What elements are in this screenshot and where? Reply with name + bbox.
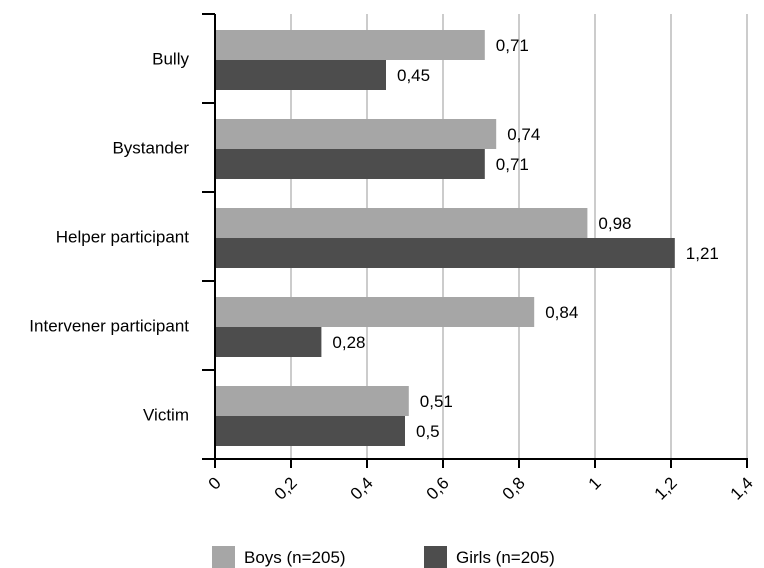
x-tick-label: 0,6 xyxy=(423,473,453,503)
category-label: Helper participant xyxy=(56,228,190,247)
bar xyxy=(215,30,485,60)
value-label: 0,71 xyxy=(496,36,529,55)
bar xyxy=(215,386,409,416)
bar xyxy=(215,327,322,357)
bars xyxy=(215,30,675,446)
axes xyxy=(202,13,748,468)
bar xyxy=(215,119,497,149)
category-label: Bystander xyxy=(112,139,189,158)
value-label: 0,51 xyxy=(420,392,453,411)
legend-swatch xyxy=(212,546,235,568)
legend-label: Boys (n=205) xyxy=(244,548,346,567)
value-label: 0,98 xyxy=(598,214,631,233)
value-label: 0,74 xyxy=(507,125,540,144)
bar xyxy=(215,208,588,238)
x-tick-label: 1,4 xyxy=(727,473,757,503)
bar xyxy=(215,297,535,327)
x-tick-label: 1,2 xyxy=(651,473,681,503)
legend-label: Girls (n=205) xyxy=(456,548,555,567)
category-label: Victim xyxy=(143,406,189,425)
legend: Boys (n=205) Girls (n=205) xyxy=(212,546,555,568)
x-tick-label: 0 xyxy=(205,473,225,493)
value-label: 0,28 xyxy=(332,333,365,352)
bar xyxy=(215,60,386,90)
bar xyxy=(215,416,405,446)
category-label: Bully xyxy=(152,50,189,69)
bar xyxy=(215,149,485,179)
value-label: 1,21 xyxy=(686,244,719,263)
value-label: 0,5 xyxy=(416,422,440,441)
value-label: 0,71 xyxy=(496,155,529,174)
x-tick-label: 1 xyxy=(585,473,605,493)
category-label: Intervener participant xyxy=(29,317,189,336)
value-label: 0,84 xyxy=(545,303,578,322)
x-tick-label: 0,4 xyxy=(347,473,377,503)
legend-swatch xyxy=(424,546,447,568)
x-tick-label: 0,8 xyxy=(499,473,529,503)
bar xyxy=(215,238,675,268)
x-tick-label: 0,2 xyxy=(271,473,301,503)
value-label: 0,45 xyxy=(397,66,430,85)
